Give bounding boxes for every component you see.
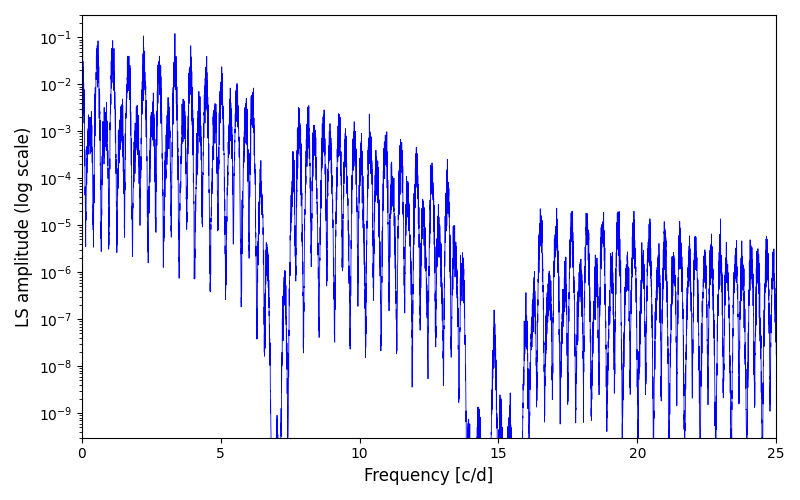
X-axis label: Frequency [c/d]: Frequency [c/d]	[364, 467, 494, 485]
Y-axis label: LS amplitude (log scale): LS amplitude (log scale)	[15, 126, 33, 326]
